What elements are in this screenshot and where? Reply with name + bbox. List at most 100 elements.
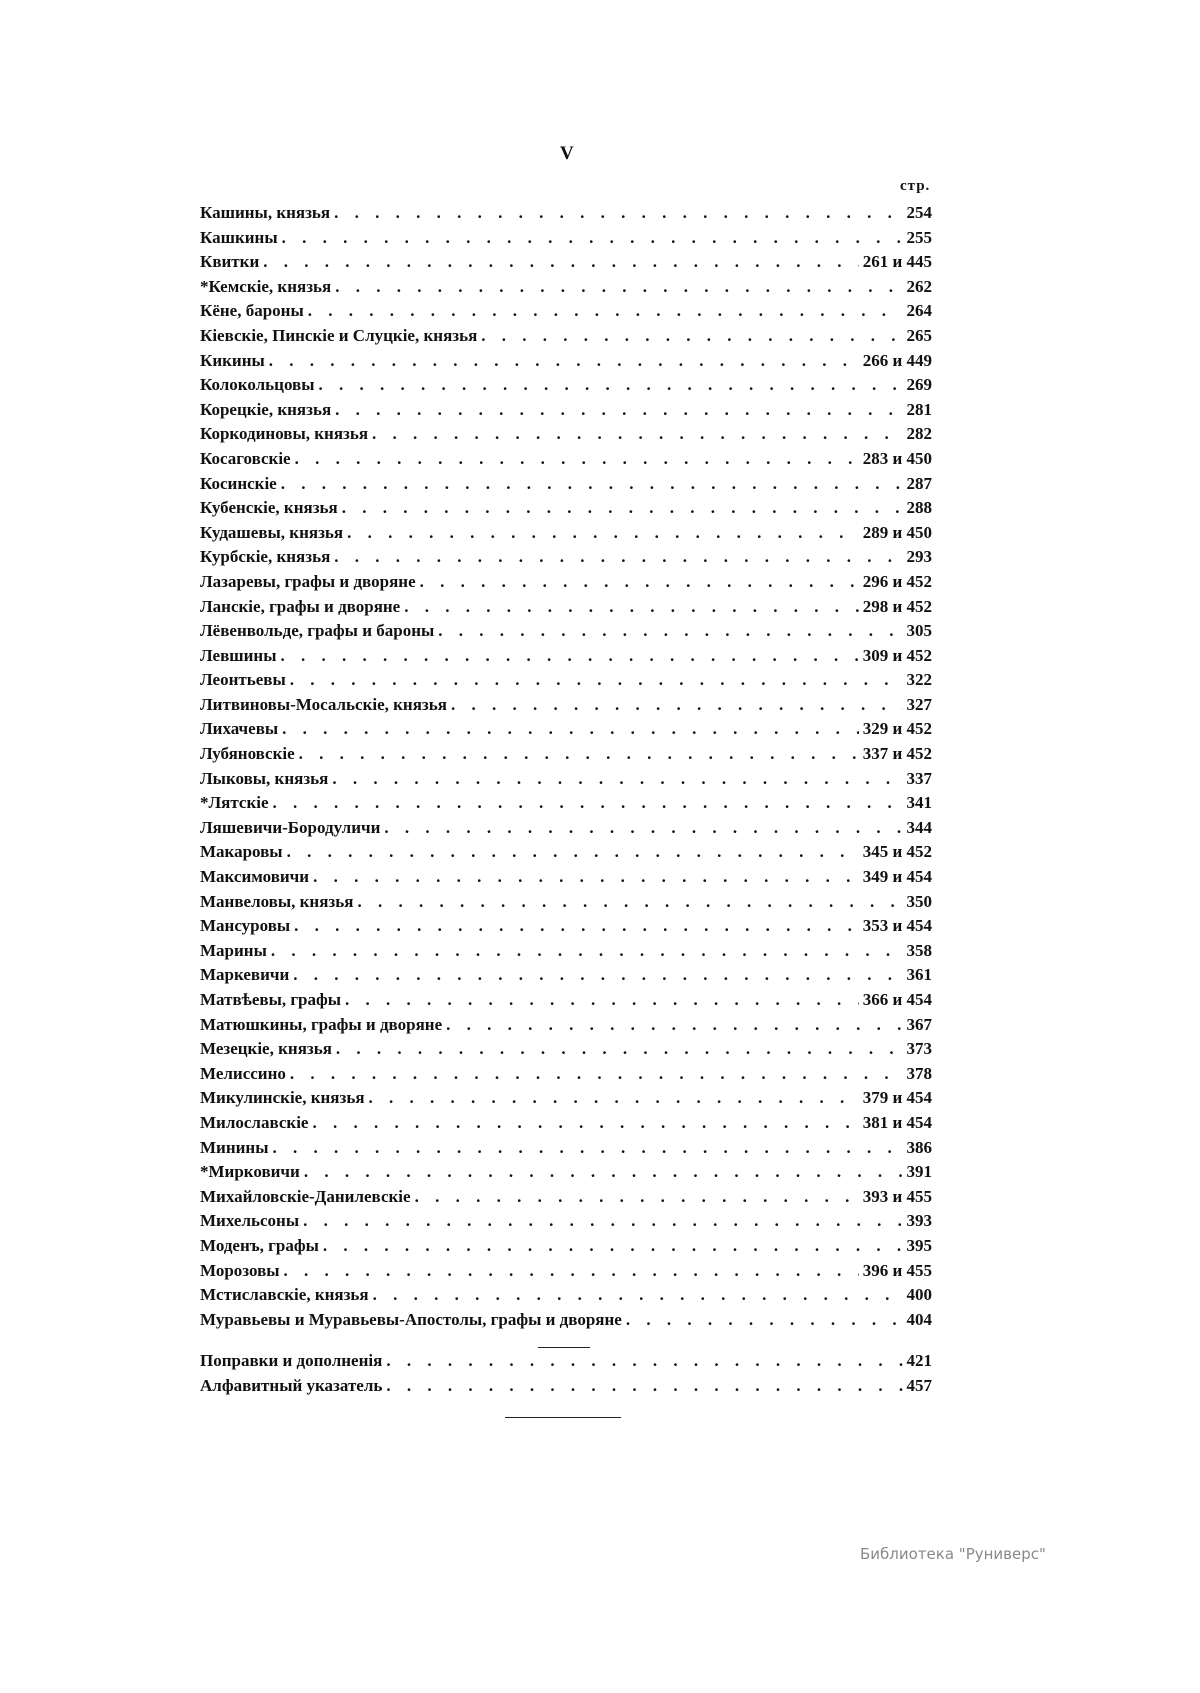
dot-leader bbox=[420, 572, 859, 592]
entry-pages: 358 bbox=[906, 940, 933, 960]
entry-name: Алфавитный указатель bbox=[200, 1375, 383, 1395]
dot-leader bbox=[446, 1015, 902, 1035]
entry-name: Михайловскіе-Данилевскіе bbox=[200, 1186, 411, 1206]
dot-leader bbox=[282, 719, 859, 739]
entry-name: Косинскіе bbox=[200, 473, 277, 493]
dot-leader bbox=[336, 1039, 903, 1059]
dot-leader bbox=[386, 1376, 902, 1396]
entry-pages: 293 bbox=[906, 547, 933, 567]
entry-pages: 379 и 454 bbox=[862, 1088, 932, 1108]
entry-pages: 281 bbox=[906, 399, 933, 419]
entry-pages: 404 bbox=[906, 1309, 933, 1329]
entry-pages: 269 bbox=[906, 375, 933, 395]
dot-leader bbox=[281, 474, 903, 494]
entry-name: Кудашевы, князья bbox=[200, 522, 344, 542]
entry-pages: 344 bbox=[906, 817, 933, 837]
toc-entry: Леонтьевы 322 bbox=[200, 670, 932, 695]
entry-pages: 353 и 454 bbox=[862, 916, 932, 936]
entry-name: Лёвенвольде, графы и бароны bbox=[200, 621, 435, 641]
entry-name: Милославскіе bbox=[200, 1112, 309, 1132]
toc-entry: Матвѣевы, графы 366 и 454 bbox=[200, 990, 932, 1015]
dot-leader bbox=[287, 842, 859, 862]
toc-entry: Лихачевы 329 и 452 bbox=[200, 719, 932, 744]
toc-entry: Колокольцовы 269 bbox=[200, 375, 932, 400]
dot-leader bbox=[284, 1261, 859, 1281]
toc-entry: Кикины 266 и 449 bbox=[200, 351, 932, 376]
entry-name: Лыковы, князья bbox=[200, 768, 329, 788]
dot-leader bbox=[342, 498, 903, 518]
entry-pages: 265 bbox=[906, 325, 933, 345]
dot-leader bbox=[269, 351, 859, 371]
entry-name: Кубенскіе, князья bbox=[200, 498, 338, 518]
toc-entry: Косаговскіе 283 и 450 bbox=[200, 449, 932, 474]
entry-pages: 298 и 452 bbox=[862, 596, 932, 616]
entry-name: *Мирковичи bbox=[200, 1162, 300, 1182]
dot-leader bbox=[369, 1088, 859, 1108]
entry-pages: 254 bbox=[906, 203, 933, 222]
entry-name: Микулинскіе, князья bbox=[200, 1088, 365, 1108]
entry-name: Лихачевы bbox=[200, 719, 279, 739]
toc-entry: Литвиновы-Мосальскіе, князья 327 bbox=[200, 695, 932, 720]
dot-leader bbox=[334, 203, 902, 223]
entry-pages: 309 и 452 bbox=[862, 645, 932, 665]
entry-name: Квитки bbox=[200, 252, 260, 272]
entry-name: Лазаревы, графы и дворяне bbox=[200, 571, 416, 591]
dot-leader bbox=[294, 916, 859, 936]
entry-pages: 393 bbox=[906, 1211, 933, 1231]
entry-pages: 373 bbox=[906, 1039, 933, 1059]
toc-entry: Лёвенвольде, графы и бароны 305 bbox=[200, 621, 932, 646]
entry-pages: 266 и 449 bbox=[862, 350, 932, 370]
entry-name: Кикины bbox=[200, 350, 265, 370]
entry-name: Маркевичи bbox=[200, 965, 290, 985]
toc-entry: Коркодиновы, князья 282 bbox=[200, 424, 932, 449]
entry-pages: 395 bbox=[906, 1235, 933, 1255]
dot-leader bbox=[438, 621, 902, 641]
toc-entry: Мансуровы 353 и 454 bbox=[200, 916, 932, 941]
entry-name: Колокольцовы bbox=[200, 375, 315, 395]
dot-leader bbox=[319, 375, 903, 395]
entry-pages: 337 и 452 bbox=[862, 744, 932, 764]
dot-leader bbox=[304, 1162, 903, 1182]
dot-leader bbox=[313, 867, 859, 887]
entry-pages: 386 bbox=[906, 1137, 933, 1157]
entry-pages: 327 bbox=[906, 694, 933, 714]
entry-name: Минины bbox=[200, 1137, 269, 1157]
dot-leader bbox=[273, 1138, 903, 1158]
dot-leader bbox=[386, 1351, 902, 1371]
dot-leader bbox=[373, 1285, 903, 1305]
dot-leader bbox=[335, 400, 902, 420]
entry-pages: 421 bbox=[906, 1351, 933, 1370]
toc-entry: Косинскіе 287 bbox=[200, 474, 932, 499]
dot-leader bbox=[290, 1064, 903, 1084]
dot-leader bbox=[273, 793, 903, 813]
appendix-contents: Поправки и дополненія 421 Алфавитный указа… bbox=[200, 1351, 932, 1400]
entry-pages: 341 bbox=[906, 793, 933, 813]
toc-entry: Муравьевы и Муравьевы-Апостолы, графы и … bbox=[200, 1310, 932, 1335]
toc-entry: Маркевичи 361 bbox=[200, 965, 932, 990]
entry-pages: 283 и 450 bbox=[862, 448, 932, 468]
entry-pages: 264 bbox=[906, 301, 933, 321]
entry-pages: 361 bbox=[906, 965, 933, 985]
entry-pages: 329 и 452 bbox=[862, 719, 932, 739]
toc-entry: Микулинскіе, князья 379 и 454 bbox=[200, 1088, 932, 1113]
entry-pages: 457 bbox=[906, 1375, 933, 1395]
toc-entry: Мезецкіе, князья 373 bbox=[200, 1039, 932, 1064]
toc-entry: Марины 358 bbox=[200, 941, 932, 966]
dot-leader bbox=[332, 769, 902, 789]
toc-entry: Кашкины 255 bbox=[200, 228, 932, 253]
toc-entry: Морозовы 396 и 455 bbox=[200, 1261, 932, 1286]
entry-pages: 261 и 445 bbox=[862, 252, 932, 272]
toc-entry: Мстиславскіе, князья 400 bbox=[200, 1285, 932, 1310]
toc-entry: Максимовичи 349 и 454 bbox=[200, 867, 932, 892]
entry-name: *Лятскіе bbox=[200, 793, 269, 813]
dot-leader bbox=[626, 1310, 903, 1330]
dot-leader bbox=[334, 547, 902, 567]
toc-entry: Кіевскіе, Пинскіе и Слуцкіе, князья 265 bbox=[200, 326, 932, 351]
toc-entry: *Мирковичи 391 bbox=[200, 1162, 932, 1187]
entry-pages: 345 и 452 bbox=[862, 842, 932, 862]
toc-entry: Кудашевы, князья 289 и 450 bbox=[200, 523, 932, 548]
toc-entry: Мелиссино 378 bbox=[200, 1064, 932, 1089]
dot-leader bbox=[481, 326, 902, 346]
entry-pages: 367 bbox=[906, 1014, 933, 1034]
entry-name: Муравьевы и Муравьевы-Апостолы, графы и … bbox=[200, 1309, 622, 1329]
